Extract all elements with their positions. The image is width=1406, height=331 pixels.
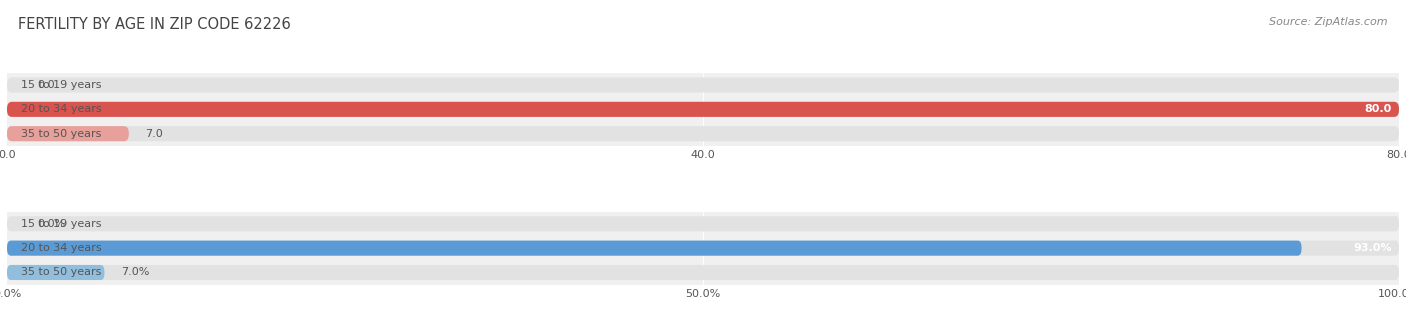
Text: 35 to 50 years: 35 to 50 years [14, 129, 101, 139]
FancyBboxPatch shape [7, 126, 1399, 141]
Text: FERTILITY BY AGE IN ZIP CODE 62226: FERTILITY BY AGE IN ZIP CODE 62226 [18, 17, 291, 31]
FancyBboxPatch shape [7, 102, 1399, 117]
FancyBboxPatch shape [7, 241, 1302, 256]
Text: 7.0%: 7.0% [121, 267, 149, 277]
Text: 35 to 50 years: 35 to 50 years [14, 267, 101, 277]
FancyBboxPatch shape [7, 265, 1399, 280]
Text: 15 to 19 years: 15 to 19 years [14, 80, 101, 90]
Text: 93.0%: 93.0% [1354, 243, 1392, 253]
FancyBboxPatch shape [7, 265, 104, 280]
FancyBboxPatch shape [7, 102, 1399, 117]
FancyBboxPatch shape [7, 77, 1399, 93]
FancyBboxPatch shape [7, 241, 1399, 256]
Text: 0.0%: 0.0% [38, 219, 66, 229]
Text: 80.0: 80.0 [1365, 104, 1392, 114]
Text: 7.0: 7.0 [146, 129, 163, 139]
Text: 0.0: 0.0 [38, 80, 55, 90]
Text: 15 to 19 years: 15 to 19 years [14, 219, 101, 229]
FancyBboxPatch shape [7, 126, 129, 141]
FancyBboxPatch shape [7, 216, 1399, 231]
Text: Source: ZipAtlas.com: Source: ZipAtlas.com [1270, 17, 1388, 26]
Text: 20 to 34 years: 20 to 34 years [14, 104, 101, 114]
Text: 20 to 34 years: 20 to 34 years [14, 243, 101, 253]
